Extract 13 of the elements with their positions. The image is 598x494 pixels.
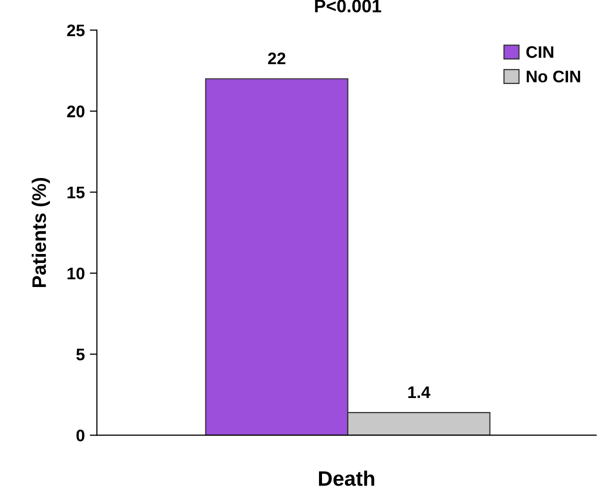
text: P<0.001 <box>315 0 382 12</box>
data-label: 1.4 <box>408 386 430 398</box>
legend-label: CIN <box>526 46 554 58</box>
data-label: 22 <box>268 52 286 64</box>
x-axis-title: Death <box>318 470 374 486</box>
y-tick-label: 0 <box>76 430 84 442</box>
legend-label: No CIN <box>526 70 580 82</box>
y-tick-label: 20 <box>67 106 84 118</box>
y-tick-label: 25 <box>67 24 85 36</box>
y-tick-label: 10 <box>68 268 84 280</box>
y-tick-label: 5 <box>76 348 85 360</box>
y-tick-label: 15 <box>68 186 85 198</box>
y-axis-title: Patients (%) <box>32 178 50 288</box>
